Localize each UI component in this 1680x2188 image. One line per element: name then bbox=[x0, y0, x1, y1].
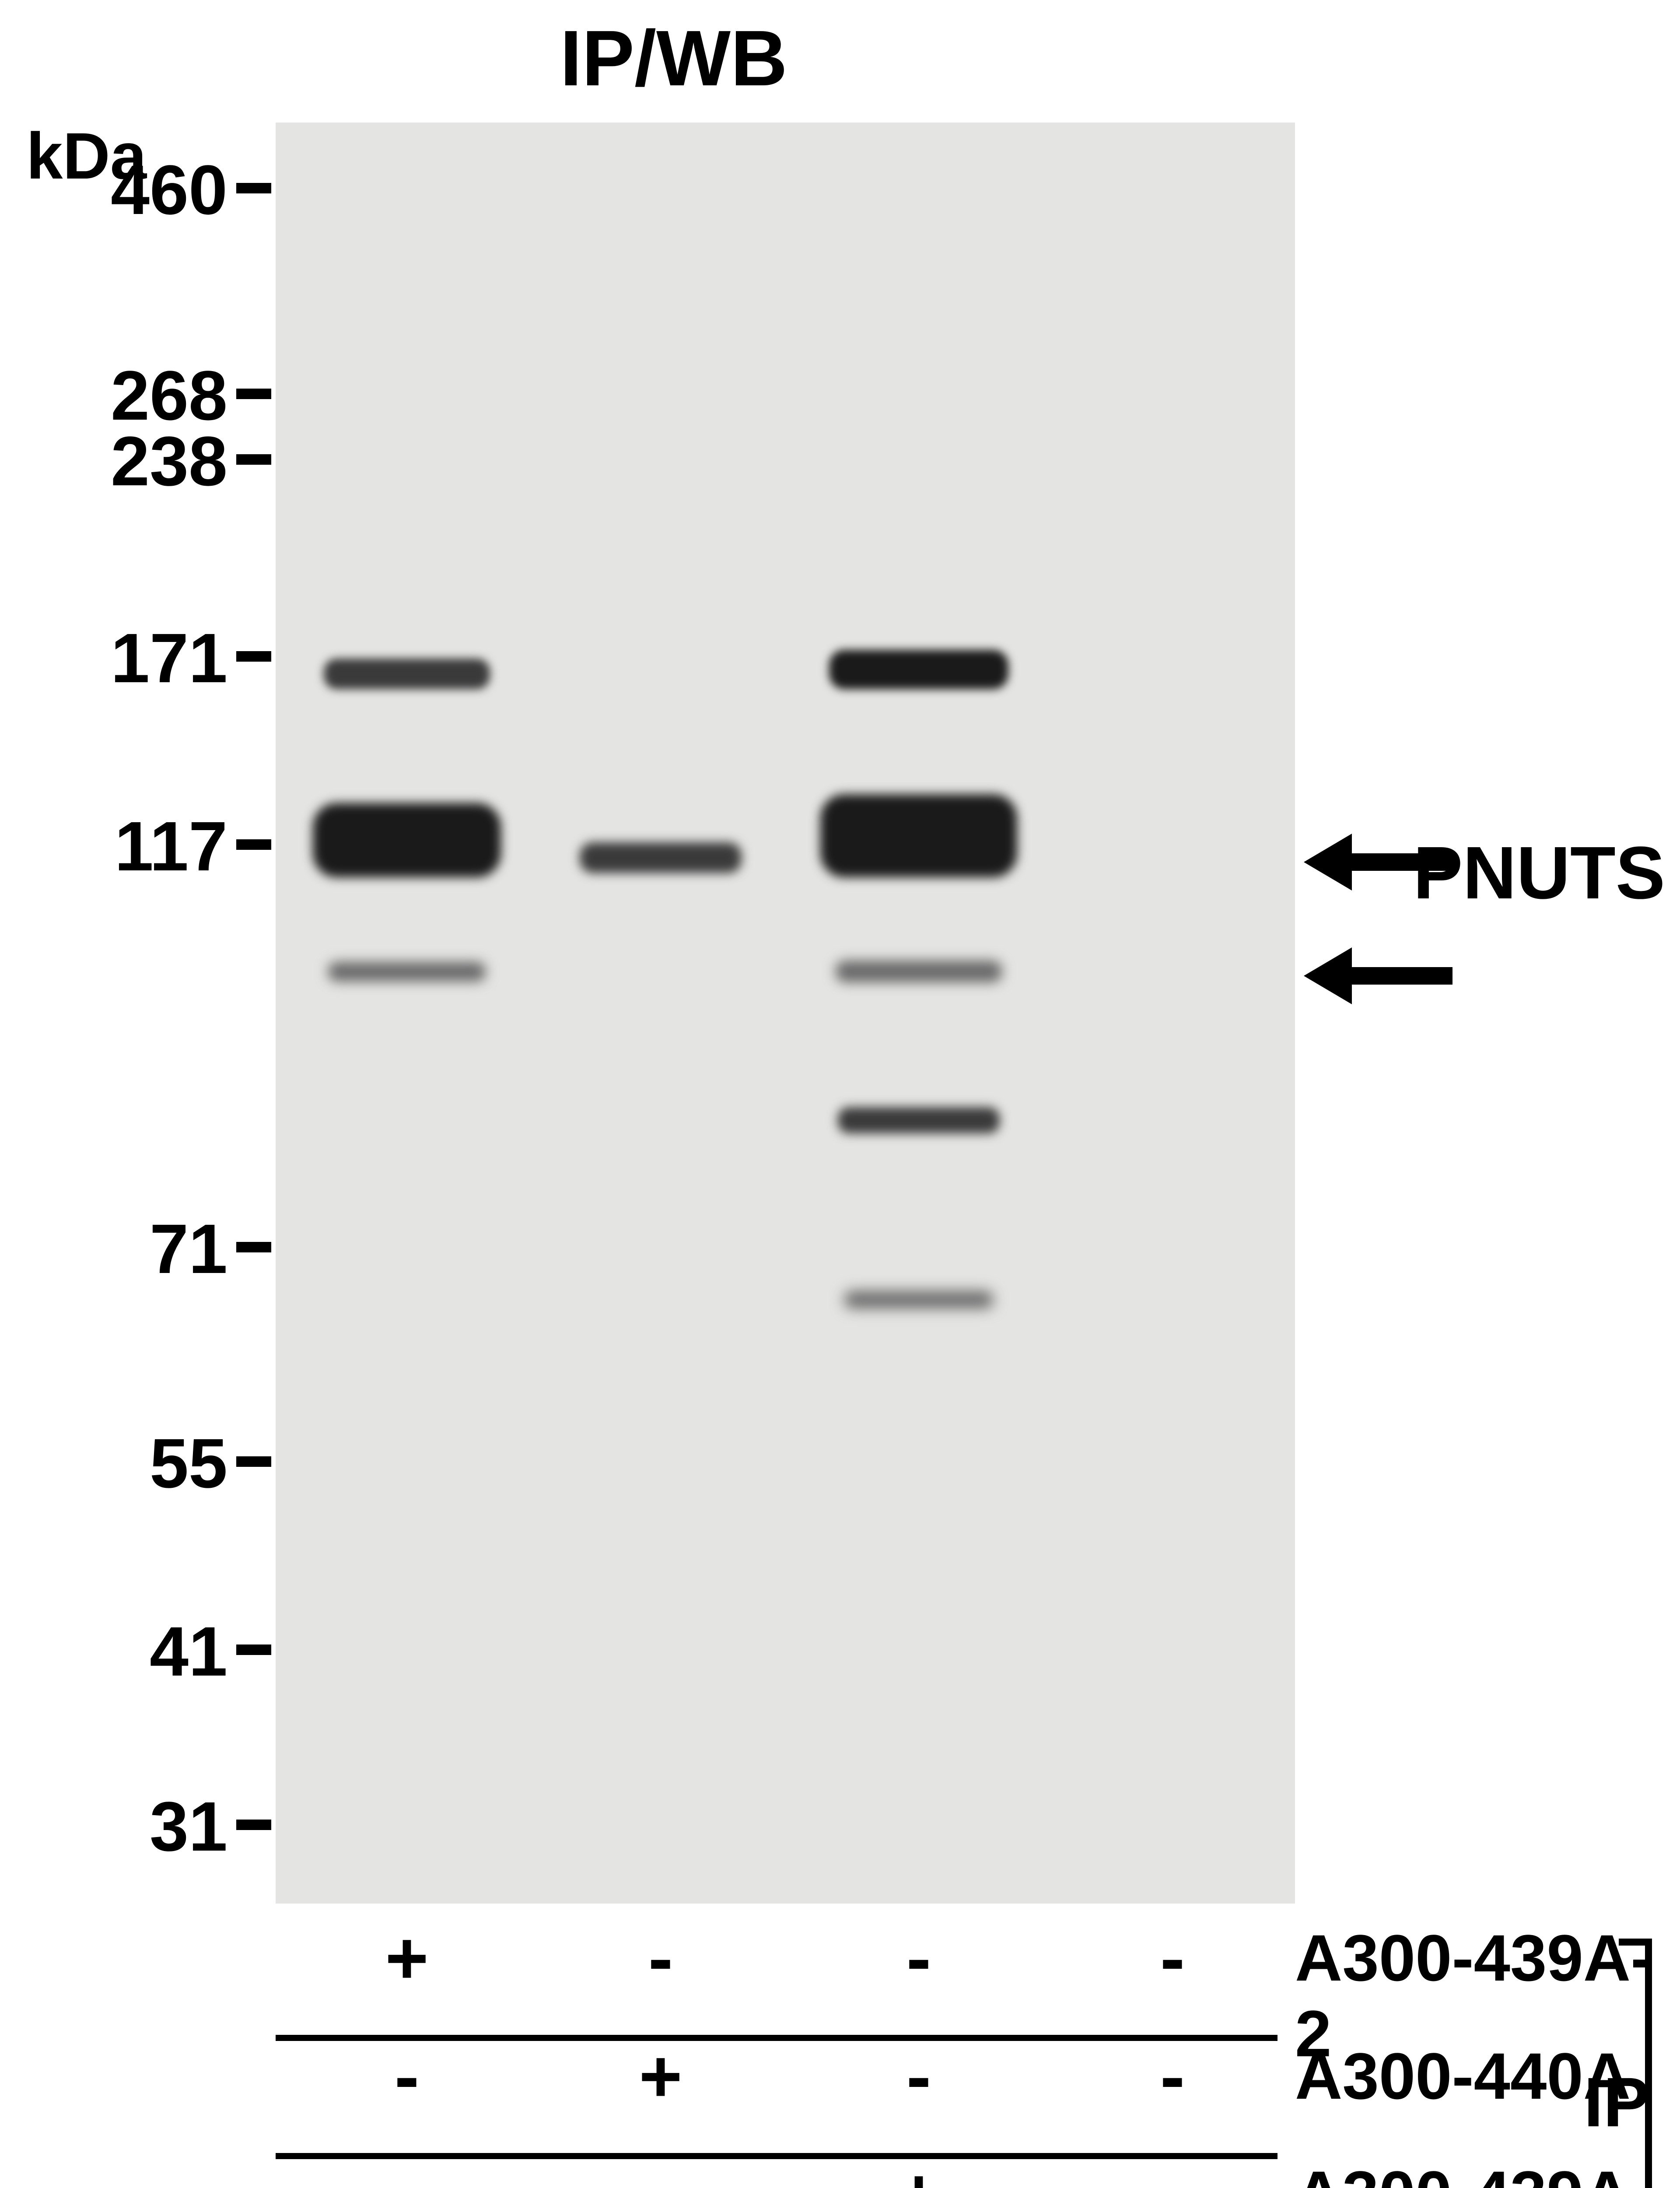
mw-marker-label: 117 bbox=[115, 806, 228, 887]
mw-marker-tick bbox=[236, 389, 271, 399]
ip-antibody-label: A300-440A bbox=[1295, 2038, 1631, 2114]
arrow-head-icon bbox=[1304, 947, 1352, 1004]
mw-marker-label: 460 bbox=[111, 150, 228, 230]
blot-band bbox=[838, 1107, 1000, 1133]
mw-marker-label: 55 bbox=[150, 1423, 228, 1504]
mw-marker-tick bbox=[236, 651, 271, 662]
blot-membrane bbox=[276, 123, 1295, 1904]
mw-marker-label: 238 bbox=[111, 421, 228, 501]
ip-lane-symbol: - bbox=[617, 1915, 704, 2001]
ip-lane-symbol: + bbox=[363, 1915, 451, 2001]
mw-marker-tick bbox=[236, 183, 271, 193]
arrow-shaft bbox=[1352, 967, 1452, 985]
mw-marker-label: 41 bbox=[150, 1611, 228, 1692]
western-blot-figure: IP/WB kDa 46026823817111771554131 PNUTS … bbox=[0, 0, 1680, 2188]
ip-row-divider bbox=[276, 2035, 1278, 2041]
mw-marker-tick bbox=[236, 839, 271, 850]
ip-lane-symbol: - bbox=[875, 1915, 962, 2001]
mw-marker-tick bbox=[236, 454, 271, 465]
target-protein-label: PNUTS bbox=[1413, 830, 1665, 916]
blot-band bbox=[820, 794, 1017, 877]
blot-band bbox=[580, 842, 742, 873]
figure-title: IP/WB bbox=[560, 13, 788, 104]
ip-lane-symbol: - bbox=[1129, 1915, 1216, 2001]
mw-marker-label: 171 bbox=[111, 618, 228, 698]
mw-marker-label: 71 bbox=[150, 1209, 228, 1289]
mw-marker-tick bbox=[236, 1645, 271, 1655]
mw-marker-tick bbox=[236, 1242, 271, 1252]
blot-band bbox=[836, 961, 1002, 982]
mw-marker-tick bbox=[236, 1456, 271, 1467]
blot-band bbox=[328, 962, 486, 982]
ip-lane-symbol: - bbox=[363, 2034, 451, 2119]
blot-band bbox=[324, 659, 490, 689]
ip-lane-symbol: + bbox=[617, 2034, 704, 2119]
mw-marker-label: 31 bbox=[150, 1786, 228, 1867]
ip-bracket-tick bbox=[1619, 1939, 1649, 1946]
blot-band bbox=[844, 1291, 993, 1308]
arrow-head-icon bbox=[1304, 834, 1352, 891]
ip-antibody-label: A300-439A-3 bbox=[1295, 2156, 1680, 2188]
blot-band bbox=[829, 650, 1008, 689]
ip-lane-symbol: - bbox=[1129, 2034, 1216, 2119]
mw-marker-tick bbox=[236, 1820, 271, 1830]
ip-group-label: IP bbox=[1584, 2062, 1650, 2142]
blot-band bbox=[313, 803, 501, 877]
ip-lane-symbol: - bbox=[875, 2034, 962, 2119]
ip-row-divider bbox=[276, 2153, 1278, 2159]
